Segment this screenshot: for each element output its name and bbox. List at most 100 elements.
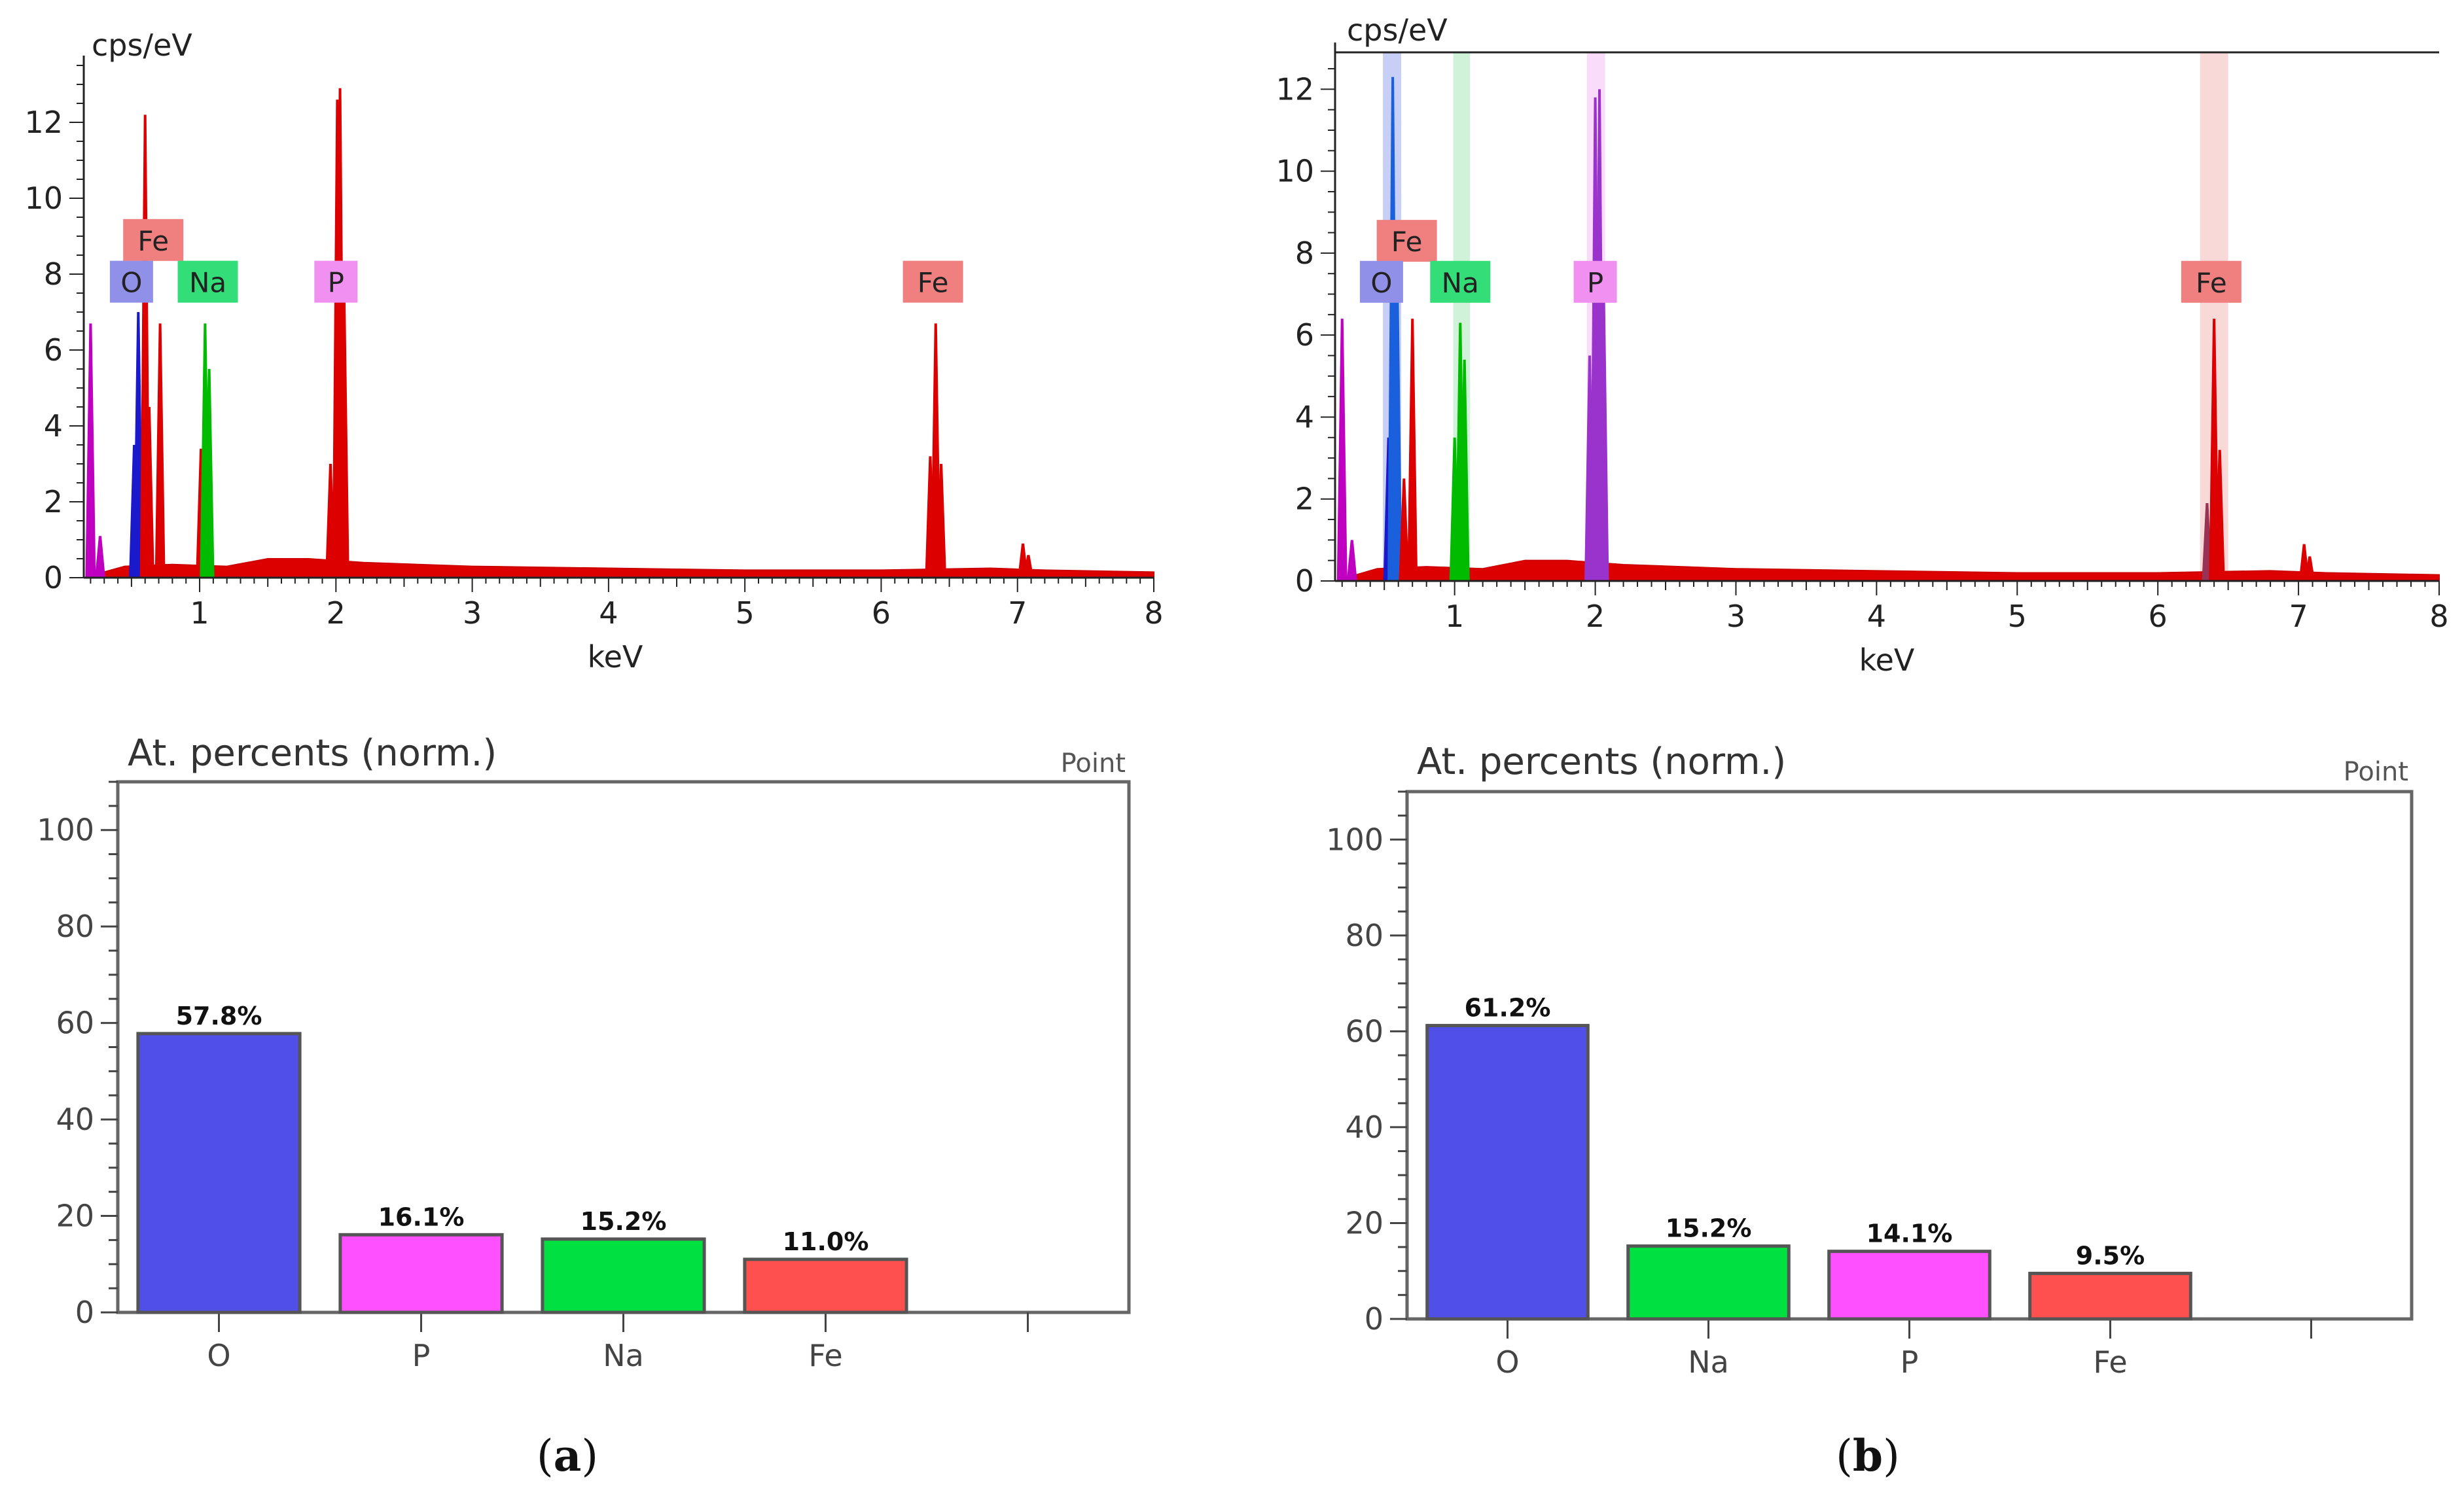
- composition-bar-o: [1425, 1024, 1590, 1321]
- spectrum-x-tick-label: 7: [2289, 599, 2308, 634]
- composition-bars-b: 61.2% O 15.2% Na 14.1% P 9.5% Fe: [1425, 994, 2192, 1380]
- spectrum-y-tick-label: 8: [44, 256, 63, 292]
- continuum-area: [1355, 559, 2440, 582]
- element-labels-a: Fe O Na P Fe: [109, 219, 963, 303]
- peak-p: [338, 293, 349, 578]
- composition-bar-p: [1827, 1250, 1991, 1321]
- composition-category-label: Fe: [808, 1338, 842, 1373]
- composition-corner-label-a: Point: [1061, 748, 1126, 779]
- spectrum-x-tick-label: 5: [736, 595, 755, 631]
- peak-na: [1459, 359, 1470, 581]
- spectrum-x-tick-label: 3: [463, 595, 482, 631]
- composition-y-tick-label: 60: [56, 1006, 94, 1041]
- composition-value-label: 16.1%: [378, 1202, 465, 1231]
- composition-y-tick-label: 40: [1345, 1110, 1384, 1145]
- spectrum-xlabel-a: keV: [588, 639, 643, 675]
- composition-bar-p: [338, 1233, 504, 1314]
- composition-y-tick-label: 100: [1326, 822, 1384, 857]
- composition-category-label: P: [412, 1338, 431, 1373]
- spectrum-x-tick-label: 1: [1445, 599, 1464, 634]
- composition-y-tick-label: 20: [1345, 1205, 1384, 1240]
- composition-title-a: At. percents (norm.): [128, 732, 497, 775]
- composition-value-label: 15.2%: [1666, 1214, 1752, 1243]
- peak-c: [1336, 319, 1348, 581]
- element-label-fe: Fe: [918, 267, 949, 299]
- spectrum-x-tick-label: 2: [1586, 599, 1605, 634]
- composition-value-label: 9.5%: [2076, 1241, 2145, 1270]
- spectrum-y-tick-label: 6: [1295, 317, 1314, 353]
- element-label-bg: [123, 219, 184, 261]
- spectrum-y-tick-label: 2: [1295, 482, 1314, 517]
- spectrum-x-tick-label: 3: [1726, 599, 1745, 634]
- composition-axes-b: 0 20 40 60 80 100: [1326, 790, 2414, 1339]
- composition-chart-b: At. percents (norm.) Point 020406080100 …: [1326, 741, 2414, 1380]
- element-label-bg: [177, 260, 238, 303]
- composition-bar-na: [1626, 1244, 1791, 1321]
- spectrum-y-tick-label: 0: [44, 560, 63, 595]
- composition-y-tick-label: 80: [56, 909, 94, 944]
- spectrum-x-tick-label: 4: [599, 595, 618, 631]
- composition-value-label: 61.2%: [1465, 994, 1551, 1023]
- peak-o: [1391, 253, 1402, 581]
- peak-fe: [1023, 555, 1034, 578]
- spectrum-y-tick-label: 10: [1276, 154, 1314, 189]
- spectrum-y-tick-label: 2: [44, 484, 63, 519]
- composition-title-b: At. percents (norm.): [1417, 741, 1786, 783]
- element-label-o: O: [120, 267, 142, 299]
- element-label-bg: [314, 260, 358, 303]
- spectrum-y-tick-label: 6: [44, 332, 63, 368]
- spectrum-x-tick-label: 6: [2149, 599, 2168, 634]
- composition-category-label: P: [1901, 1344, 1919, 1380]
- composition-y-tick-label: 0: [75, 1295, 94, 1330]
- peak-fe: [143, 407, 154, 578]
- element-label-na: Na: [189, 267, 226, 299]
- composition-value-label: 57.8%: [176, 1002, 262, 1030]
- spectrum-ylabel-a: cps/eV: [92, 27, 192, 63]
- background-continuum-a: [103, 558, 1154, 578]
- element-labels-b: Fe O Na P Fe: [1359, 220, 2241, 303]
- continuum-area: [103, 558, 1154, 578]
- spectrum-y-tick-label: 4: [44, 408, 63, 444]
- element-label-o: O: [1370, 267, 1392, 299]
- composition-category-label: O: [207, 1338, 230, 1373]
- element-label-bg: [1376, 220, 1437, 262]
- element-label-bg: [1359, 260, 1403, 303]
- spectrum-y-tick-label: 12: [1276, 71, 1314, 107]
- spectrum-y-tick-label: 8: [1295, 236, 1314, 271]
- element-label-p: P: [328, 267, 344, 299]
- composition-category-label: Na: [1688, 1344, 1729, 1380]
- peak-fe: [936, 464, 947, 578]
- composition-y-tick-label: 60: [1345, 1013, 1384, 1049]
- spectrum-x-tick-label: 7: [1008, 595, 1027, 631]
- peak-c: [94, 536, 105, 578]
- spectrum-x-tick-label: 8: [2429, 599, 2448, 634]
- panel-caption-a: (a): [537, 1430, 598, 1481]
- spectrum-x-tick-label: 8: [1144, 595, 1163, 631]
- composition-y-tick-label: 20: [56, 1199, 94, 1234]
- element-label-na: Na: [1442, 267, 1479, 299]
- spectrum-peaks-a: [85, 88, 1034, 578]
- composition-bar-na: [541, 1237, 706, 1314]
- element-label-p: P: [1587, 267, 1603, 299]
- composition-value-label: 15.2%: [580, 1207, 667, 1236]
- element-label-fe: Fe: [2196, 267, 2227, 299]
- element-label-fe: Fe: [137, 225, 169, 257]
- composition-bar-fe: [2028, 1271, 2192, 1321]
- spectrum-x-tick-label: 4: [1867, 599, 1886, 634]
- spectrum-y-tick-label: 10: [24, 181, 63, 216]
- spectrum-xlabel-b: keV: [1859, 642, 1915, 678]
- composition-bar-o: [136, 1032, 302, 1314]
- highlight-bands-b: [1383, 52, 2228, 581]
- peak-na: [204, 369, 215, 578]
- spectrum-x-tick-label: 6: [872, 595, 891, 631]
- spectrum-y-tick-label: 4: [1295, 399, 1314, 434]
- composition-y-tick-label: 0: [1365, 1301, 1384, 1337]
- composition-y-tick-label: 80: [1345, 918, 1384, 953]
